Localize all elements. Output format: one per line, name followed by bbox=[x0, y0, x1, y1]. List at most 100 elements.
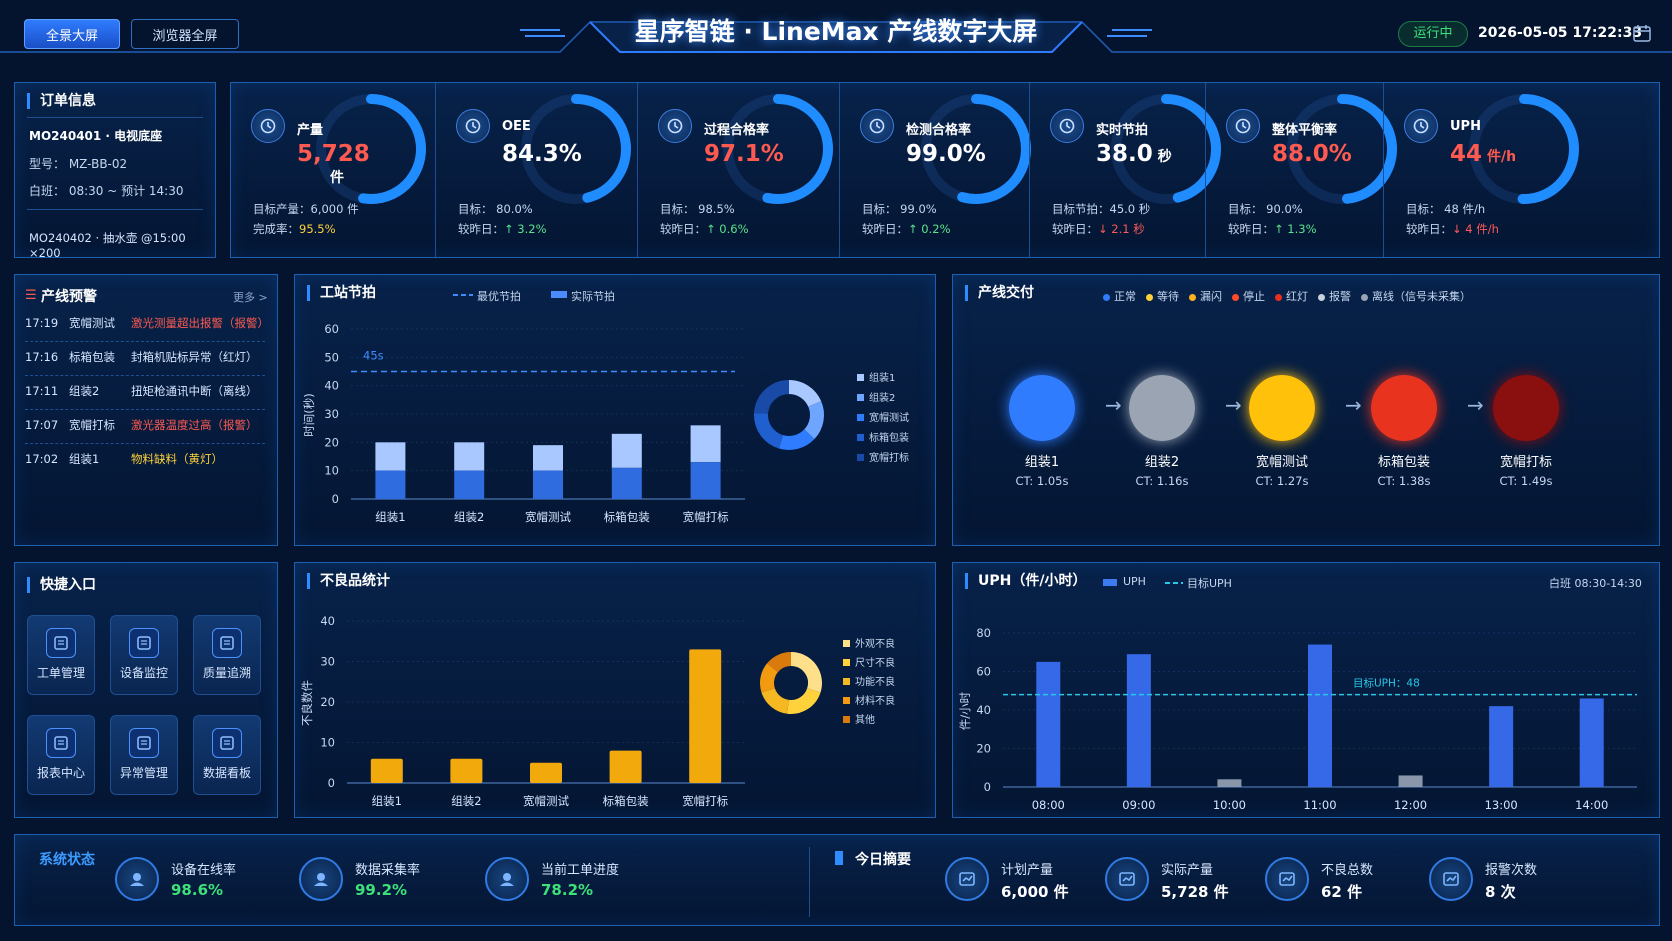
actual-bar[interactable] bbox=[690, 425, 721, 463]
donut-slice[interactable] bbox=[787, 687, 821, 714]
quick-entry-button[interactable]: 异常管理 bbox=[110, 715, 178, 795]
uph-shift: 白班 08:30-14:30 bbox=[1549, 577, 1642, 590]
warning-item[interactable]: 17:16 标箱包装 封箱机贴标异常（红灯） bbox=[25, 349, 265, 371]
donut-slice[interactable] bbox=[788, 380, 822, 408]
actual-bar[interactable] bbox=[454, 442, 485, 471]
order-model: 型号： MZ-BB-02 bbox=[29, 157, 128, 171]
uph-bar[interactable] bbox=[1579, 698, 1604, 787]
target-label: 目标UPH：48 bbox=[1353, 678, 1420, 690]
donut-slice[interactable] bbox=[803, 401, 824, 440]
donut-slice[interactable] bbox=[767, 652, 792, 673]
status-dot-icon bbox=[1232, 293, 1239, 301]
best-bar[interactable] bbox=[690, 462, 721, 499]
quick-entry-button[interactable]: 工单管理 bbox=[27, 615, 95, 695]
y-tick-label: 30 bbox=[320, 655, 335, 669]
kpi-card[interactable]: 产量 5,728 件目标产量：6,000 件完成率：95.5% bbox=[231, 83, 435, 257]
warning-item[interactable]: 17:19 宽帽测试 激光测量超出报警（报警） bbox=[25, 315, 269, 337]
defect-bar[interactable] bbox=[609, 750, 642, 783]
legend-label: 组装2 bbox=[869, 391, 895, 404]
datetime: 2026-05-05 17:22:33 bbox=[1478, 25, 1643, 41]
donut-slice[interactable] bbox=[754, 412, 784, 449]
donut-slice[interactable] bbox=[760, 663, 779, 693]
station-node[interactable]: 组装1 CT: 1.05s bbox=[987, 375, 1097, 488]
warning-time: 17:02 bbox=[25, 452, 59, 466]
kpi-unit: 件/h bbox=[1487, 149, 1517, 165]
browser-fullscreen-button[interactable]: 浏览器全屏 bbox=[131, 19, 239, 49]
kpi-ring bbox=[316, 94, 426, 204]
donut-slice[interactable] bbox=[761, 687, 790, 714]
kpi-name: 整体平衡率 bbox=[1272, 123, 1338, 138]
best-bar[interactable] bbox=[454, 470, 485, 499]
station-node[interactable]: 标箱包装 CT: 1.38s bbox=[1349, 375, 1459, 488]
x-tick-label: 08:00 bbox=[1032, 798, 1065, 812]
actual-bar[interactable] bbox=[611, 433, 642, 468]
y-tick-label: 20 bbox=[976, 742, 991, 756]
quick-entry-button[interactable]: 质量追溯 bbox=[193, 615, 261, 695]
warning-more-link[interactable]: 更多 > bbox=[233, 291, 268, 304]
kpi-ring-arc bbox=[571, 94, 631, 203]
uph-legend-uph: UPH bbox=[1123, 575, 1146, 588]
warning-time: 17:16 bbox=[25, 350, 59, 364]
y-tick-label: 10 bbox=[320, 736, 335, 750]
station-node[interactable]: 宽帽测试 CT: 1.27s bbox=[1227, 375, 1337, 488]
warning-item[interactable]: 17:07 宽帽打标 激光器温度过高（报警） bbox=[25, 417, 265, 439]
kpi-compare-value: 95.5% bbox=[299, 222, 336, 236]
best-bar[interactable] bbox=[533, 470, 563, 499]
kpi-card[interactable]: UPH 44 件/h 目标： 48 件/h 较昨日：↓ 4 件/h bbox=[1383, 83, 1661, 257]
best-bar[interactable] bbox=[375, 470, 406, 499]
kpi-compare-label: 较昨日： bbox=[458, 222, 504, 236]
kpi-card[interactable]: 过程合格率 97.1% 目标： 98.5% 较昨日：↑ 0.6% bbox=[637, 83, 839, 257]
order-next[interactable]: MO240402 · 抽水壶 @15:00 ×200 bbox=[29, 231, 186, 260]
uph-bar[interactable] bbox=[1489, 706, 1514, 787]
defect-bar[interactable] bbox=[370, 758, 403, 783]
warning-time: 17:19 bbox=[25, 316, 59, 330]
kpi-compare: 较昨日：↓ 4 件/h bbox=[1406, 221, 1499, 237]
fullscreen-button[interactable]: 全景大屏 bbox=[24, 19, 120, 49]
station-node[interactable]: 宽帽打标 CT: 1.49s bbox=[1471, 375, 1581, 488]
summary-stat-value: 6,000 件 bbox=[1001, 883, 1069, 901]
kpi-card[interactable]: OEE 84.3% 目标： 80.0% 较昨日：↑ 3.2% bbox=[435, 83, 637, 257]
station-node[interactable]: 组装2 CT: 1.16s bbox=[1107, 375, 1217, 488]
uph-bar[interactable] bbox=[1126, 654, 1151, 787]
defect-bar[interactable] bbox=[530, 762, 562, 783]
warning-divider bbox=[25, 341, 265, 342]
donut-slice[interactable] bbox=[754, 380, 790, 415]
quick-entry-button[interactable]: 数据看板 bbox=[193, 715, 261, 795]
donut-slice[interactable] bbox=[778, 429, 815, 450]
uph-bar[interactable] bbox=[1036, 661, 1061, 787]
quick-entry-button[interactable]: 设备监控 bbox=[110, 615, 178, 695]
legend-label: 外观不良 bbox=[855, 637, 895, 650]
kpi-card[interactable]: 整体平衡率 88.0% 目标： 90.0% 较昨日：↑ 1.3% bbox=[1205, 83, 1397, 257]
delivery-legend-label: 正常 bbox=[1114, 290, 1136, 303]
kpi-name: 检测合格率 bbox=[906, 123, 972, 138]
defect-bar[interactable] bbox=[450, 758, 483, 783]
x-tick-label: 13:00 bbox=[1485, 798, 1518, 812]
quality-trace-icon bbox=[212, 628, 242, 658]
y-tick-label: 60 bbox=[976, 665, 991, 679]
status-dot-icon bbox=[1361, 293, 1368, 301]
station-name: 宽帽打标 bbox=[1499, 455, 1552, 470]
best-bar[interactable] bbox=[611, 467, 642, 499]
uph-bar[interactable] bbox=[1398, 775, 1423, 787]
kpi-card[interactable]: 实时节拍 38.0 秒目标节拍：45.0 秒较昨日：↓ 2.1 秒 bbox=[1029, 83, 1221, 257]
kpi-card[interactable]: 检测合格率 99.0% 目标： 99.0% 较昨日：↑ 0.2% bbox=[839, 83, 1031, 257]
kpi-ring-arc bbox=[957, 94, 1031, 204]
order-current[interactable]: MO240401 · 电视底座 bbox=[29, 129, 163, 143]
uph-bar[interactable] bbox=[1217, 779, 1242, 787]
donut-slice[interactable] bbox=[790, 652, 822, 693]
calendar-icon[interactable] bbox=[1632, 23, 1652, 43]
actual-bar[interactable] bbox=[533, 445, 563, 471]
kpi-ring bbox=[921, 94, 1031, 204]
station-ct: CT: 1.38s bbox=[1377, 474, 1431, 488]
uph-bar[interactable] bbox=[1308, 644, 1332, 787]
actual-bar[interactable] bbox=[375, 442, 406, 471]
quick-entry-button[interactable]: 报表中心 bbox=[27, 715, 95, 795]
warning-divider bbox=[25, 443, 265, 444]
kpi-name: 过程合格率 bbox=[704, 123, 770, 138]
kpi-value: 5,728 件 bbox=[297, 141, 372, 187]
warning-item[interactable]: 17:11 组装2 扭矩枪通讯中断（离线） bbox=[25, 383, 265, 405]
report-icon bbox=[46, 728, 76, 758]
warning-item[interactable]: 17:02 组装1 物料缺料（黄灯） bbox=[25, 451, 265, 473]
defect-bar[interactable] bbox=[689, 649, 722, 783]
